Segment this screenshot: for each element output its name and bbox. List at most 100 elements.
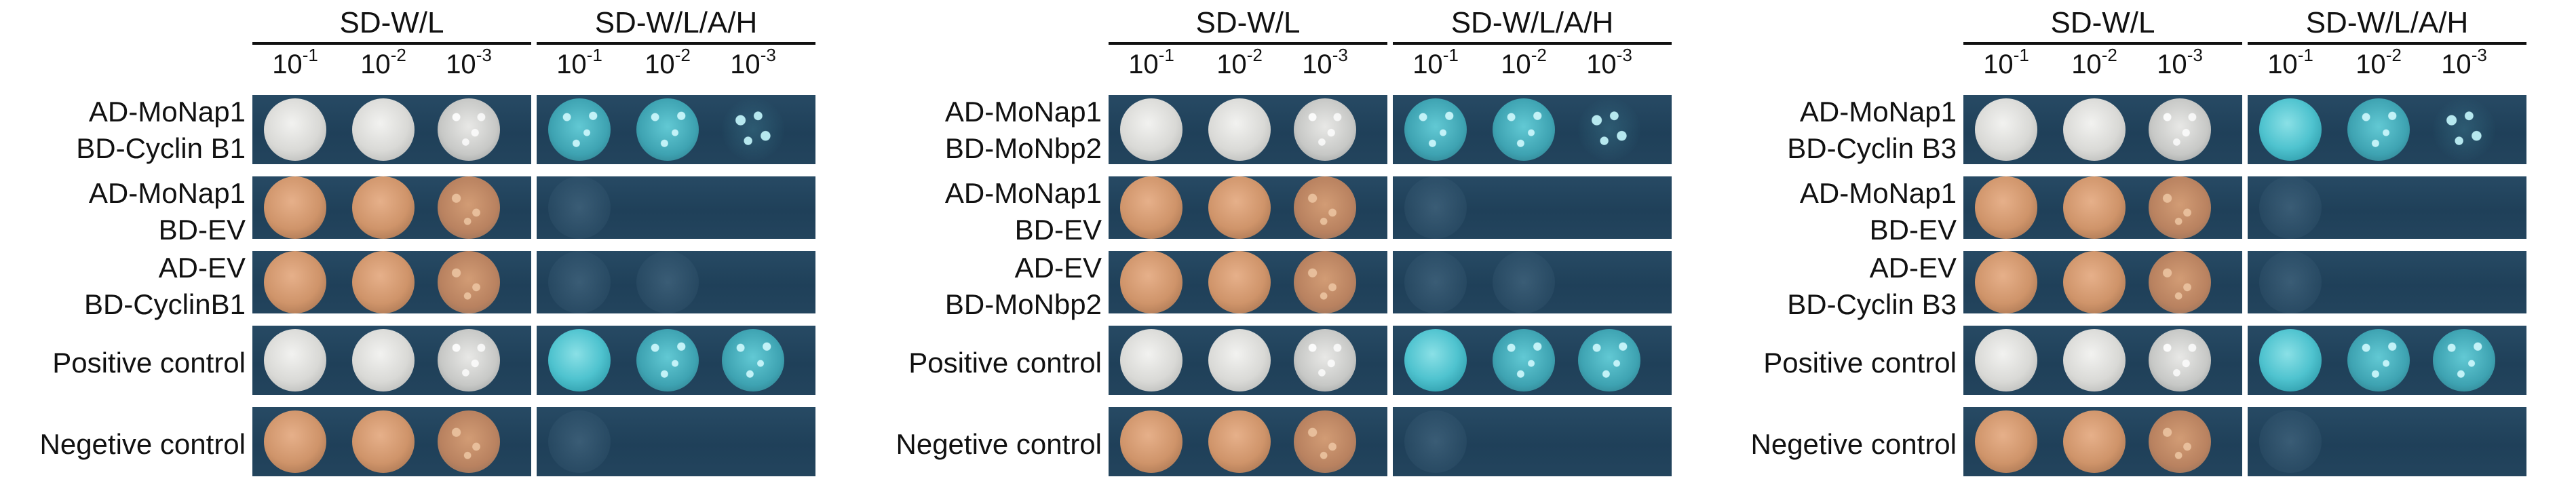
yeast-spot <box>1975 98 2037 161</box>
media-label: SD-W/L <box>339 6 444 39</box>
header-rule <box>537 42 815 45</box>
dilution-label: 10-1 <box>1412 45 1459 81</box>
media-header: SD-W/L/A/H <box>2248 4 2526 45</box>
yeast-spot <box>1208 410 1271 473</box>
header-rule <box>2248 42 2526 45</box>
yeast-spot <box>548 176 611 239</box>
strain-label: Positive control <box>856 345 1102 381</box>
header-rule <box>252 42 531 45</box>
dilution-exponent: -1 <box>2013 45 2029 65</box>
yeast-spot <box>636 329 699 391</box>
strain-line-bd: BD-EV <box>1869 214 1957 246</box>
media-header: SD-W/L <box>252 4 531 45</box>
dilution-label: 10-3 <box>2441 45 2487 81</box>
dilution-exponent: -1 <box>302 45 318 65</box>
strain-line: Negetive control <box>896 428 1102 460</box>
dilution-exponent: -2 <box>1531 45 1547 65</box>
plate-row <box>252 95 815 164</box>
yeast-spot <box>1578 329 1640 391</box>
plate-row <box>1109 326 1672 395</box>
strain-line-ad: AD-MoNap1 <box>944 177 1102 209</box>
strain-line-ad: AD-EV <box>158 252 246 284</box>
yeast-spot <box>636 251 699 313</box>
yeast-spot <box>2259 176 2322 239</box>
dilution-exponent: -3 <box>760 45 776 65</box>
media-header: SD-W/L/A/H <box>1393 4 1672 45</box>
dilution-row: 10-1 10-2 10-3 10-1 10-2 10-3 <box>1963 45 2526 88</box>
plate-divider <box>1387 251 1393 313</box>
plate-divider <box>531 326 537 395</box>
media-label: SD-W/L/A/H <box>2305 6 2469 39</box>
plate-row <box>1109 407 1672 476</box>
strain-line: Negetive control <box>1750 428 1957 460</box>
yeast-spot <box>352 98 415 161</box>
strain-line-ad: AD-MoNap1 <box>944 96 1102 128</box>
strain-line-ad: AD-MoNap1 <box>88 177 246 209</box>
plate-row <box>252 251 815 313</box>
yeast-spot <box>548 251 611 313</box>
dilution-base: 10 <box>446 50 476 79</box>
media-label: SD-W/L <box>2050 6 2155 39</box>
dilution-label: 10-2 <box>360 45 406 81</box>
yeast-spot <box>548 329 611 391</box>
yeast-spot <box>438 98 500 161</box>
yeast-spot <box>1120 251 1183 313</box>
panel-1: SD-W/L SD-W/L/A/H 10-1 10-2 10-3 10-1 10-2 10-3… <box>0 0 815 498</box>
yeast-spot <box>438 410 500 473</box>
dilution-label: 10-1 <box>556 46 602 81</box>
plate-row <box>252 176 815 239</box>
yeast-spot <box>2063 98 2126 161</box>
dilution-row: 10-1 10-2 10-3 10-1 10-2 10-3 <box>252 45 815 88</box>
dilution-exponent: -3 <box>2471 45 2487 65</box>
plate-divider <box>1387 326 1393 395</box>
yeast-spot <box>2063 251 2126 313</box>
yeast-spot <box>1975 410 2037 473</box>
strain-label: AD-MoNap1 BD-EV <box>0 175 246 248</box>
plate-divider <box>531 251 537 313</box>
dilution-label: 10-1 <box>2267 46 2313 81</box>
strain-line-ad: AD-EV <box>1014 252 1102 284</box>
plate-row <box>1963 251 2526 313</box>
media-label: SD-W/L <box>1195 6 1301 39</box>
yeast-spot <box>1120 410 1183 473</box>
dilution-exponent: -1 <box>1442 45 1459 65</box>
yeast-spot <box>2433 329 2495 391</box>
strain-label: AD-MoNap1 BD-Cyclin B1 <box>0 94 246 167</box>
plate-divider <box>2242 176 2248 239</box>
strain-line: Positive control <box>52 347 246 379</box>
media-label: SD-W/L/A/H <box>594 6 758 39</box>
yeast-spot <box>2063 329 2126 391</box>
media-header: SD-W/L/A/H <box>537 4 815 45</box>
dilution-base: 10 <box>1586 50 1617 79</box>
header-rule <box>1393 42 1672 45</box>
dilution-base: 10 <box>2356 50 2386 79</box>
strain-line-bd: BD-Cyclin B3 <box>1787 288 1957 320</box>
plate-divider <box>2242 95 2248 164</box>
yeast-spot <box>2149 410 2211 473</box>
strain-line: Negetive control <box>39 428 246 460</box>
plate-row <box>1109 95 1672 164</box>
plate-row <box>1963 326 2526 395</box>
media-header: SD-W/L <box>1963 4 2242 45</box>
dilution-base: 10 <box>730 50 761 79</box>
strain-label: AD-EV BD-Cyclin B3 <box>1711 250 1957 323</box>
dilution-label: 10-1 <box>1128 46 1174 81</box>
yeast-spot <box>352 410 415 473</box>
dilution-exponent: -2 <box>390 45 406 65</box>
yeast-spot <box>1493 329 1555 391</box>
yeast-spot <box>264 176 326 239</box>
dilution-base: 10 <box>556 50 587 79</box>
strain-line: Positive control <box>908 347 1102 379</box>
dilution-base: 10 <box>645 50 675 79</box>
yeast-spot <box>438 176 500 239</box>
plate-row <box>252 326 815 395</box>
yeast-spot <box>1493 251 1555 313</box>
yeast-spot <box>722 98 784 161</box>
plate-divider <box>531 95 537 164</box>
dilution-label: 10-2 <box>1501 45 1547 81</box>
yeast-spot <box>2149 329 2211 391</box>
yeast-spot <box>2149 176 2211 239</box>
dilution-exponent: -3 <box>476 45 492 65</box>
plate-divider <box>1387 95 1393 164</box>
media-header: SD-W/L <box>1109 4 1387 45</box>
